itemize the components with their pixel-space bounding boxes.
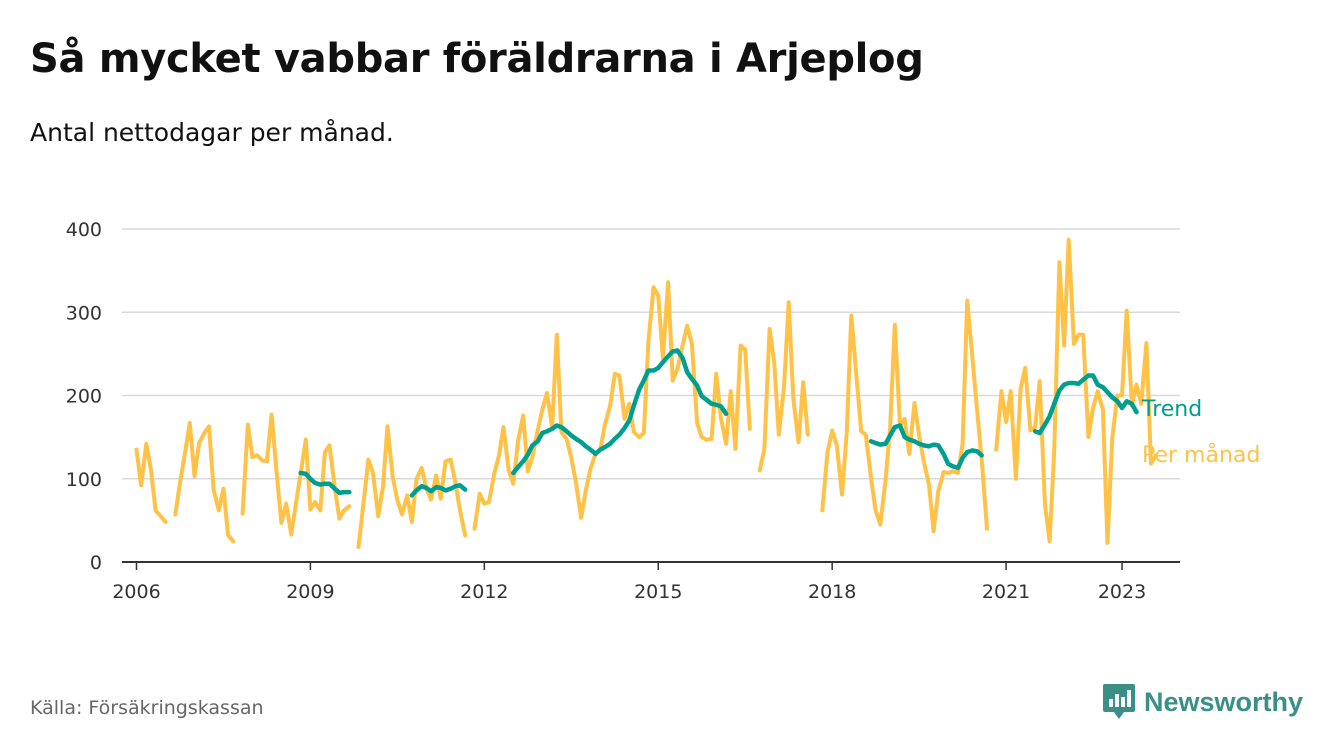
- x-tick-label: 2023: [1098, 581, 1146, 603]
- x-tick-label: 2006: [112, 581, 160, 603]
- trend-line-segment: [511, 348, 729, 476]
- x-tick-label: 2021: [982, 581, 1030, 603]
- trend-line-segment: [868, 423, 984, 471]
- x-tick-label: 2012: [460, 581, 508, 603]
- trend-line-segment: [1032, 373, 1139, 436]
- trend-line-segment: [298, 470, 352, 496]
- monthly-line-segment: [820, 298, 989, 534]
- x-tick-label: 2015: [634, 581, 682, 603]
- y-tick-label: 100: [66, 469, 102, 491]
- monthly-line-segment: [240, 412, 352, 537]
- source-note: Källa: Försäkringskassan: [30, 697, 264, 719]
- monthly-line-segment: [134, 441, 168, 524]
- brand-logo: Newsworthy: [1102, 683, 1303, 721]
- chart-title: Så mycket vabbar föräldrarna i Arjeplog: [30, 36, 924, 82]
- gridlines: [122, 228, 1180, 480]
- axes: 0 100 200 300 400 2006 2009 2012 2015 2018 2021 202…: [66, 219, 1180, 603]
- y-tick-label: 400: [66, 219, 102, 241]
- trend-line-segment: [409, 483, 468, 498]
- monthly-line-segment: [472, 280, 752, 531]
- brand-name: Newsworthy: [1144, 686, 1304, 717]
- trend-series-label: Trend: [1141, 397, 1202, 422]
- x-tick-label: 2018: [808, 581, 856, 603]
- bar-chart-badge-icon: [1103, 684, 1135, 719]
- monthly-line-segment: [173, 421, 236, 544]
- x-tick-label: 2009: [286, 581, 334, 603]
- monthly-line-segment: [757, 300, 810, 473]
- monthly-series-label: Per månad: [1142, 442, 1260, 468]
- y-tick-label: 0: [90, 552, 102, 574]
- chart-subtitle: Antal nettodagar per månad.: [30, 118, 394, 147]
- series-lines: [134, 237, 1158, 549]
- y-tick-label: 300: [66, 302, 102, 324]
- monthly-line-segment: [356, 424, 468, 549]
- monthly-line-segment: [994, 237, 1158, 545]
- y-tick-label: 200: [66, 386, 102, 408]
- series-labels: Trend Per månad: [1141, 397, 1260, 468]
